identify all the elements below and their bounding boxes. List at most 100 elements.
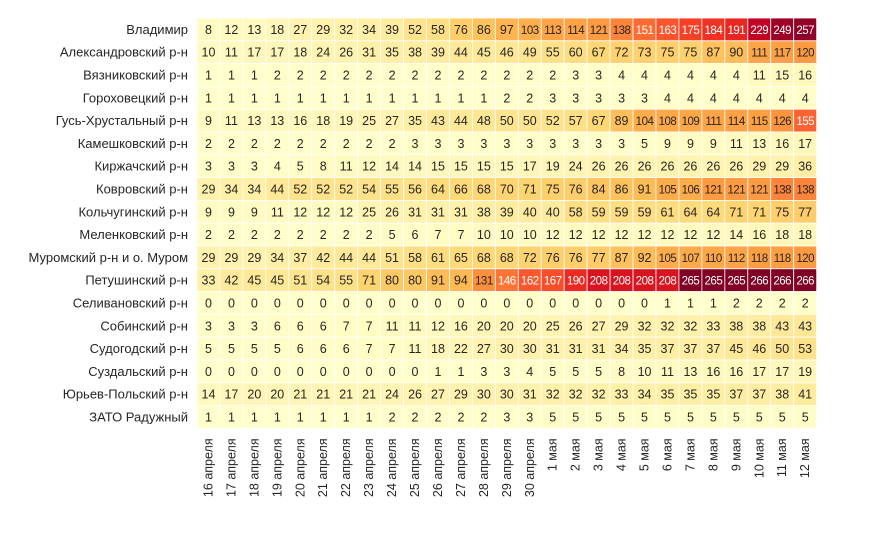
cell-value-label: 50 [775, 342, 789, 356]
cell-value-label: 2 [343, 228, 350, 242]
cell-value-label: 114 [728, 116, 746, 128]
cell-value-label: 26 [729, 160, 743, 174]
cell-value-label: 12 [569, 228, 583, 242]
cell-value-label: 3 [618, 137, 625, 151]
cell-value-label: 266 [773, 276, 791, 288]
cell-value-label: 59 [592, 205, 606, 219]
cell-value-label: 44 [454, 46, 468, 60]
y-tick-label: Александровский р-н [60, 45, 188, 60]
cell-value-label: 3 [457, 137, 464, 151]
cell-value-label: 2 [503, 69, 510, 83]
cell-value-label: 31 [431, 205, 445, 219]
cell-value-label: 7 [434, 228, 441, 242]
y-tick-label: Кольчугинский р-н [78, 204, 188, 219]
y-tick-label: Ковровский р-н [96, 182, 188, 197]
cell-value-label: 0 [572, 297, 579, 311]
cell-value-label: 25 [546, 319, 560, 333]
x-tick-label: 25 апреля [408, 438, 422, 497]
cell-value-label: 0 [343, 365, 350, 379]
cell-value-label: 3 [503, 365, 510, 379]
cell-value-label: 44 [454, 114, 468, 128]
cell-value-label: 33 [202, 274, 216, 288]
cell-value-label: 39 [500, 205, 514, 219]
cell-value-label: 5 [641, 137, 648, 151]
cell-value-label: 17 [752, 365, 766, 379]
y-tick-label: Киржачский р-н [94, 159, 188, 174]
cell-value-label: 162 [521, 276, 539, 288]
cell-value-label: 45 [247, 274, 261, 288]
cell-value-label: 4 [710, 69, 717, 83]
cell-value-label: 17 [224, 388, 238, 402]
cell-value-label: 113 [544, 25, 561, 37]
cell-value-label: 5 [572, 365, 579, 379]
cell-value-label: 4 [664, 91, 671, 105]
cell-value-label: 71 [523, 183, 537, 197]
cell-value-label: 249 [773, 25, 791, 37]
cell-value-label: 26 [408, 388, 422, 402]
cell-value-label: 175 [682, 25, 700, 37]
cell-value-label: 20 [523, 319, 537, 333]
cell-value-label: 6 [320, 319, 327, 333]
cell-value-label: 1 [687, 297, 694, 311]
cell-value-label: 75 [683, 46, 697, 60]
cell-value-label: 1 [343, 91, 350, 105]
cell-value-label: 19 [339, 114, 353, 128]
cell-value-label: 35 [385, 46, 399, 60]
cell-value-label: 42 [316, 251, 330, 265]
cell-value-label: 11 [730, 137, 743, 151]
cell-value-label: 54 [362, 183, 376, 197]
cell-value-label: 15 [477, 160, 491, 174]
cell-value-label: 6 [297, 342, 304, 356]
cell-value-label: 0 [595, 297, 602, 311]
cell-value-label: 16 [729, 365, 743, 379]
cell-value-label: 76 [569, 183, 583, 197]
cell-value-label: 67 [592, 46, 606, 60]
cell-value-label: 20 [477, 319, 491, 333]
cell-value-label: 2 [228, 137, 235, 151]
cell-value-label: 2 [412, 69, 419, 83]
x-tick-label: 5 мая [638, 438, 652, 471]
cell-value-label: 15 [500, 160, 514, 174]
cell-value-label: 5 [802, 411, 809, 425]
cell-value-label: 3 [526, 411, 533, 425]
cell-value-label: 138 [613, 25, 631, 37]
cell-value-label: 120 [796, 48, 814, 60]
cell-value-label: 2 [526, 69, 533, 83]
cell-value-label: 2 [205, 228, 212, 242]
cell-value-label: 2 [480, 69, 487, 83]
cell-value-label: 5 [389, 228, 396, 242]
cell-value-label: 11 [386, 319, 399, 333]
cell-value-label: 50 [500, 114, 514, 128]
cell-value-label: 33 [706, 319, 720, 333]
cell-value-label: 10 [638, 365, 652, 379]
cell-value-label: 109 [682, 116, 700, 128]
x-tick-label: 18 апреля [247, 438, 261, 497]
cell-value-label: 1 [710, 297, 717, 311]
cell-value-label: 52 [293, 183, 307, 197]
x-tick-label: 16 апреля [201, 438, 215, 497]
x-tick-label: 10 мая [752, 438, 766, 478]
cell-value-label: 77 [798, 205, 812, 219]
cell-value-label: 25 [362, 205, 376, 219]
cell-value-label: 155 [796, 116, 814, 128]
cell-value-label: 9 [687, 137, 694, 151]
cell-value-label: 38 [752, 319, 766, 333]
cell-value-label: 45 [477, 46, 491, 60]
cell-value-label: 17 [775, 365, 789, 379]
cell-value-label: 27 [293, 23, 307, 37]
cell-value-label: 118 [751, 253, 768, 265]
x-tick-label: 27 апреля [454, 438, 468, 497]
cell-value-label: 4 [802, 91, 809, 105]
cell-value-label: 0 [228, 365, 235, 379]
cell-value-label: 0 [526, 297, 533, 311]
cell-value-label: 94 [454, 274, 468, 288]
cell-value-label: 4 [274, 160, 281, 174]
cell-value-label: 13 [270, 114, 284, 128]
cell-value-label: 26 [592, 160, 606, 174]
cell-value-label: 105 [659, 253, 677, 265]
cell-value-label: 30 [477, 388, 491, 402]
cell-value-label: 2 [274, 69, 281, 83]
cell-value-label: 1 [205, 91, 212, 105]
cell-value-label: 5 [756, 411, 763, 425]
cell-value-label: 2 [297, 69, 304, 83]
